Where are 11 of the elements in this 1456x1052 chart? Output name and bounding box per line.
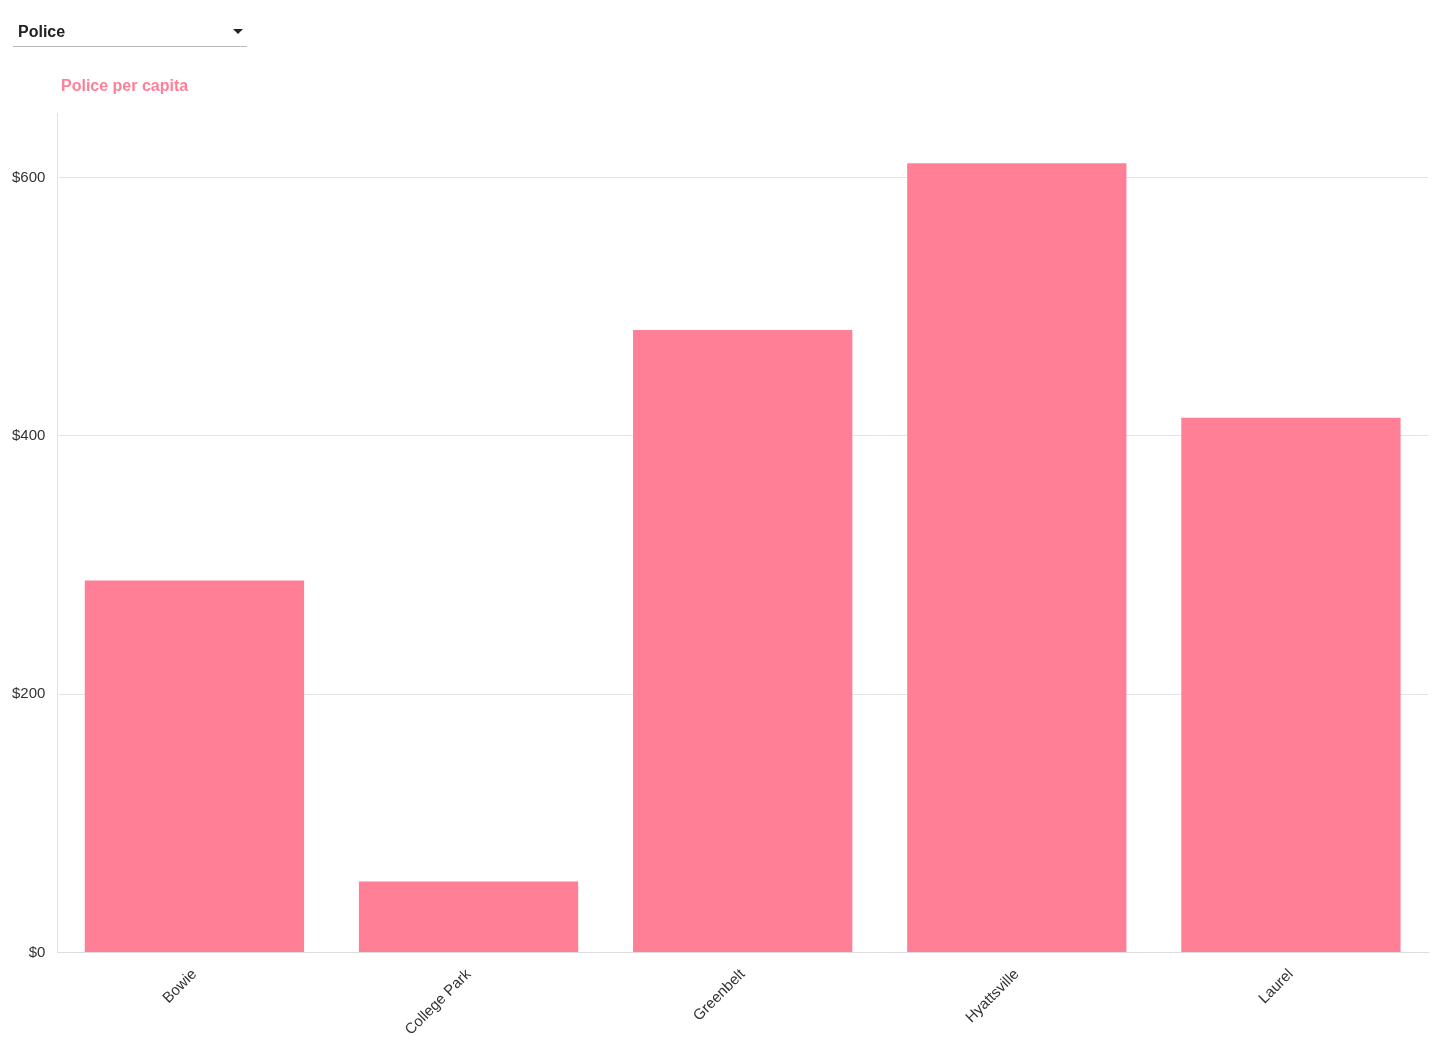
bar — [358, 881, 579, 953]
text: Police — [18, 23, 66, 40]
bar — [1181, 417, 1401, 953]
bar — [84, 580, 305, 953]
y-tick-label: $200 — [11, 684, 46, 702]
chart-title: Police per capita — [61, 77, 189, 95]
y-tick-label: $600 — [11, 167, 46, 185]
y-tick-label: $0 — [28, 942, 46, 960]
y-tick-label: $400 — [11, 426, 46, 444]
bar — [907, 163, 1127, 953]
bar — [633, 329, 853, 953]
